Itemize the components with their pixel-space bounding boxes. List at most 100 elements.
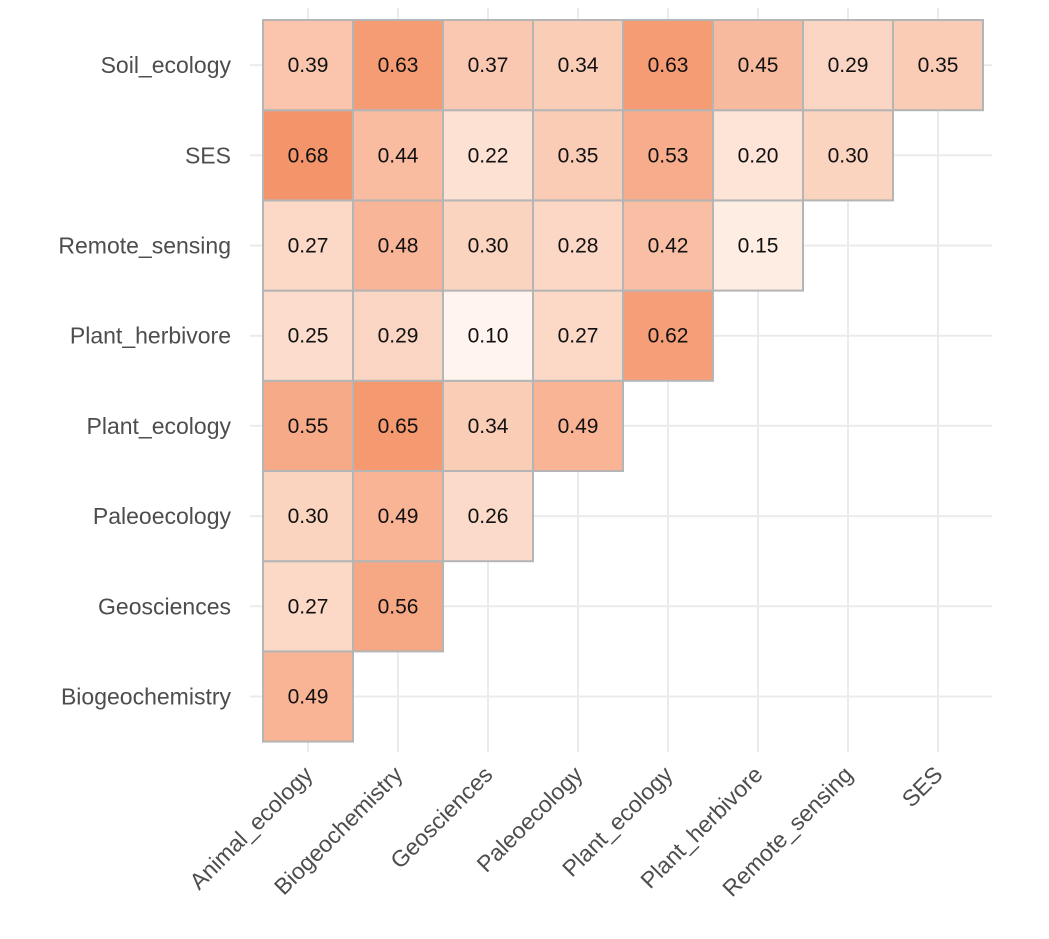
cell-value-label: 0.27 (288, 235, 329, 258)
heatmap-cell-animal-ecology-paleoecology: 0.30 (262, 470, 354, 563)
cell-value-label: 0.28 (558, 235, 599, 258)
heatmap-cell-plant-herbivore-remote-sensing: 0.15 (712, 199, 804, 292)
cell-value-label: 0.22 (468, 144, 509, 167)
heatmap-cells: 0.49 0.27 0.56 0.30 0.49 0.26 0.55 0.65 0.34 0.49… (262, 19, 984, 743)
y-tick-label-paleoecology: Paleoecology (93, 503, 232, 529)
cell-rect (262, 199, 354, 292)
cell-value-label: 0.37 (468, 54, 509, 77)
heatmap-cell-biogeochemistry-plant-herbivore: 0.29 (352, 289, 444, 382)
cell-rect (532, 379, 624, 472)
heatmap-cell-paleoecology-remote-sensing: 0.28 (532, 199, 624, 292)
heatmap-cell-biogeochemistry-plant-ecology: 0.65 (352, 379, 444, 472)
cell-rect (532, 19, 624, 112)
heatmap-cell-geosciences-paleoecology: 0.26 (442, 470, 534, 563)
cell-rect (622, 289, 714, 382)
heatmap-cell-plant-ecology-plant-herbivore: 0.62 (622, 289, 714, 382)
cell-rect (442, 289, 534, 382)
cell-value-label: 0.15 (738, 235, 779, 258)
heatmap-cell-plant-herbivore-soil-ecology: 0.45 (712, 19, 804, 112)
cell-value-label: 0.56 (378, 595, 419, 618)
cell-rect (892, 19, 984, 112)
heatmap-cell-animal-ecology-biogeochemistry: 0.49 (262, 650, 354, 743)
cell-value-label: 0.27 (288, 595, 329, 618)
cell-value-label: 0.49 (378, 505, 419, 528)
heatmap-cell-remote-sensing-soil-ecology: 0.29 (802, 19, 894, 112)
cell-value-label: 0.53 (648, 144, 689, 167)
heatmap-cell-geosciences-remote-sensing: 0.30 (442, 199, 534, 292)
heatmap-cell-animal-ecology-plant-ecology: 0.55 (262, 379, 354, 472)
cell-value-label: 0.25 (288, 325, 329, 348)
cell-value-label: 0.55 (288, 415, 329, 438)
cell-rect (802, 19, 894, 112)
cell-value-label: 0.30 (828, 144, 869, 167)
cell-value-label: 0.49 (288, 686, 329, 709)
heatmap-cell-plant-herbivore-ses: 0.20 (712, 109, 804, 202)
heatmap-cell-plant-ecology-soil-ecology: 0.63 (622, 19, 714, 112)
cell-value-label: 0.65 (378, 415, 419, 438)
y-tick-label-plant-ecology: Plant_ecology (87, 413, 232, 439)
cell-value-label: 0.20 (738, 144, 779, 167)
heatmap-cell-animal-ecology-remote-sensing: 0.27 (262, 199, 354, 292)
y-tick-label-remote-sensing: Remote_sensing (58, 233, 231, 259)
heatmap-cell-paleoecology-ses: 0.35 (532, 109, 624, 202)
cell-value-label: 0.35 (558, 144, 599, 167)
y-axis-tick-labels: Biogeochemistry Geosciences Paleoecology Pl… (58, 52, 231, 709)
y-tick-label-plant-herbivore: Plant_herbivore (70, 323, 231, 349)
heatmap-cell-plant-ecology-remote-sensing: 0.42 (622, 199, 714, 292)
cell-value-label: 0.34 (468, 415, 509, 438)
cell-value-label: 0.62 (648, 325, 689, 348)
heatmap-cell-geosciences-ses: 0.22 (442, 109, 534, 202)
cell-rect (262, 560, 354, 653)
heatmap-cell-animal-ecology-plant-herbivore: 0.25 (262, 289, 354, 382)
cell-value-label: 0.27 (558, 325, 599, 348)
heatmap-cell-paleoecology-soil-ecology: 0.34 (532, 19, 624, 112)
y-tick-label-ses: SES (185, 142, 231, 168)
heatmap-cell-biogeochemistry-remote-sensing: 0.48 (352, 199, 444, 292)
cell-value-label: 0.29 (828, 54, 869, 77)
heatmap-cell-paleoecology-plant-ecology: 0.49 (532, 379, 624, 472)
cell-value-label: 0.63 (648, 54, 689, 77)
cell-rect (712, 199, 804, 292)
cell-rect (352, 289, 444, 382)
heatmap-cell-remote-sensing-ses: 0.30 (802, 109, 894, 202)
heatmap-cell-biogeochemistry-geosciences: 0.56 (352, 560, 444, 653)
heatmap-cell-geosciences-plant-ecology: 0.34 (442, 379, 534, 472)
heatmap-cell-animal-ecology-soil-ecology: 0.39 (262, 19, 354, 112)
cell-value-label: 0.63 (378, 54, 419, 77)
cell-rect (352, 19, 444, 112)
cell-value-label: 0.45 (738, 54, 779, 77)
cell-value-label: 0.29 (378, 325, 419, 348)
cell-rect (352, 109, 444, 202)
cell-value-label: 0.30 (468, 235, 509, 258)
y-tick-label-geosciences: Geosciences (98, 593, 231, 619)
y-tick-label-soil-ecology: Soil_ecology (101, 52, 232, 78)
cell-rect (352, 560, 444, 653)
cell-rect (622, 109, 714, 202)
cell-rect (352, 470, 444, 563)
x-axis-tick-labels: Animal_ecologyBiogeochemistryGeosciences… (184, 761, 947, 902)
cell-rect (352, 379, 444, 472)
cell-value-label: 0.68 (288, 144, 329, 167)
y-tick-label-biogeochemistry: Biogeochemistry (61, 684, 232, 710)
cell-value-label: 0.42 (648, 235, 689, 258)
cell-rect (802, 109, 894, 202)
cell-value-label: 0.44 (378, 144, 419, 167)
heatmap-cell-biogeochemistry-ses: 0.44 (352, 109, 444, 202)
heatmap-cell-ses-soil-ecology: 0.35 (892, 19, 984, 112)
cell-value-label: 0.35 (918, 54, 959, 77)
cell-value-label: 0.30 (288, 505, 329, 528)
heatmap-cell-biogeochemistry-soil-ecology: 0.63 (352, 19, 444, 112)
cell-value-label: 0.49 (558, 415, 599, 438)
cell-value-label: 0.34 (558, 54, 599, 77)
heatmap-cell-plant-ecology-ses: 0.53 (622, 109, 714, 202)
cell-value-label: 0.10 (468, 325, 509, 348)
heatmap-cell-geosciences-soil-ecology: 0.37 (442, 19, 534, 112)
cell-rect (712, 19, 804, 112)
heatmap-cell-animal-ecology-geosciences: 0.27 (262, 560, 354, 653)
cell-value-label: 0.39 (288, 54, 329, 77)
heatmap-cell-paleoecology-plant-herbivore: 0.27 (532, 289, 624, 382)
cell-value-label: 0.48 (378, 235, 419, 258)
cell-rect (532, 289, 624, 382)
heatmap-cell-biogeochemistry-paleoecology: 0.49 (352, 470, 444, 563)
